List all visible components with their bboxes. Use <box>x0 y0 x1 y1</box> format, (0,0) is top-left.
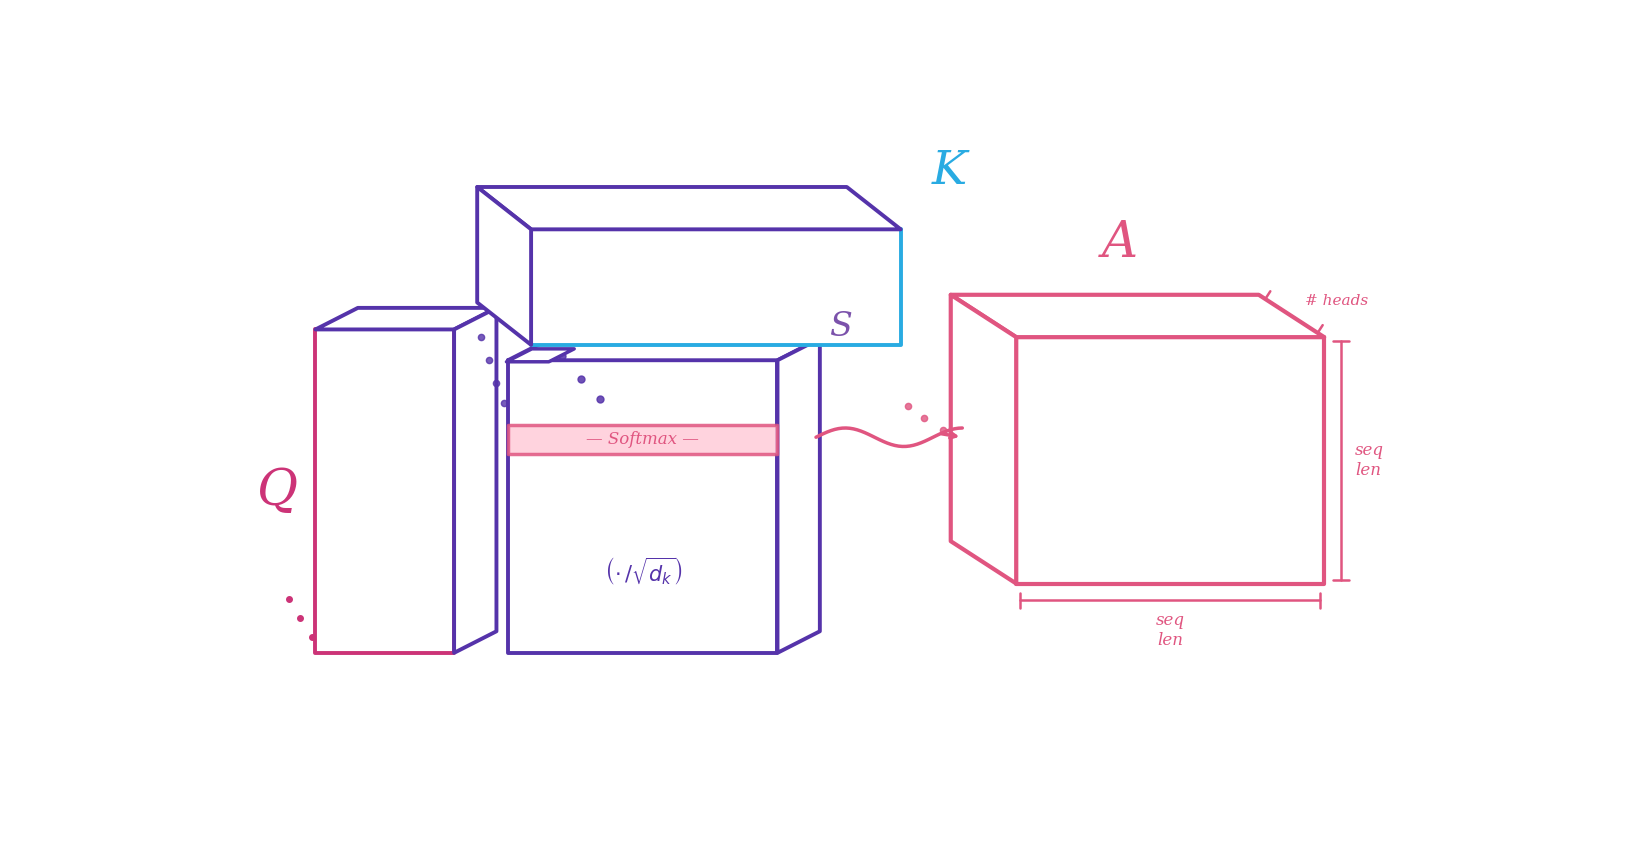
Polygon shape <box>508 360 777 653</box>
Polygon shape <box>951 294 1324 338</box>
Polygon shape <box>454 308 497 653</box>
Polygon shape <box>316 308 497 329</box>
Polygon shape <box>508 338 819 360</box>
Text: $\left(\cdot\, /\sqrt{d_k}\right)$: $\left(\cdot\, /\sqrt{d_k}\right)$ <box>604 555 683 586</box>
Text: # heads: # heads <box>1305 294 1368 308</box>
Text: seq
len: seq len <box>1355 442 1385 479</box>
Polygon shape <box>777 338 819 653</box>
Polygon shape <box>477 187 901 229</box>
Text: — Softmax —: — Softmax — <box>586 431 699 448</box>
Text: A: A <box>1101 218 1137 268</box>
Text: S: S <box>829 310 852 343</box>
Text: K: K <box>932 149 966 195</box>
Polygon shape <box>531 229 901 345</box>
Polygon shape <box>477 187 531 345</box>
Polygon shape <box>951 294 1016 584</box>
Text: seq
len: seq len <box>1155 612 1184 649</box>
Text: Q: Q <box>256 466 298 516</box>
Polygon shape <box>507 349 573 362</box>
Polygon shape <box>316 329 454 653</box>
Polygon shape <box>1016 338 1324 584</box>
Polygon shape <box>508 425 777 453</box>
